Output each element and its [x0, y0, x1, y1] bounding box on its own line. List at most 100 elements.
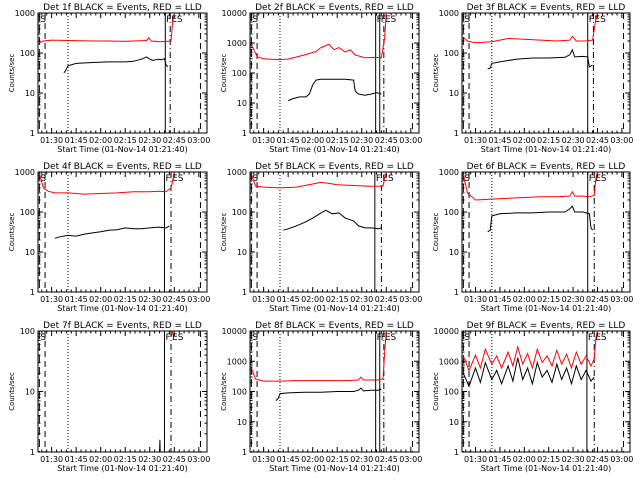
- x-tick-label: 02:00: [89, 455, 112, 464]
- x-tick-label: 02:45: [163, 455, 186, 464]
- series-line-lld: [462, 13, 598, 44]
- plot-frame: [461, 330, 631, 453]
- plot-frame: [37, 330, 208, 453]
- marker-label-f: F: [589, 15, 594, 25]
- y-tick-label: 10: [449, 248, 459, 257]
- x-axis-label: Start Time (01-Nov-14 01:21:40): [269, 145, 399, 154]
- y-axis-label: Counts/sec: [432, 213, 440, 252]
- x-tick-label: 01:45: [488, 295, 511, 304]
- panel-title: Det 2f BLACK = Events, RED = LLD: [255, 3, 414, 13]
- x-tick-label: 01:45: [277, 136, 300, 145]
- x-tick-label: 02:30: [562, 136, 585, 145]
- x-tick-label: 01:30: [464, 136, 487, 145]
- x-tick-label: 03:00: [187, 295, 210, 304]
- panel-det-4: Det 4f BLACK = Events, RED = LLD Counts/s…: [8, 162, 210, 313]
- panel-title: Det 3f BLACK = Events, RED = LLD: [467, 3, 626, 13]
- marker-label-es: ES: [382, 174, 394, 184]
- y-tick-label: 1000: [439, 168, 459, 177]
- x-tick-label: 02:00: [513, 295, 536, 304]
- x-tick-label: 02:30: [350, 136, 373, 145]
- y-tick-label: 10000: [222, 327, 247, 336]
- y-tick-label: 10000: [434, 327, 459, 336]
- x-tick-label: 02:30: [138, 295, 161, 304]
- marker-label-es: ES: [595, 333, 607, 343]
- marker-label-s: S: [464, 15, 470, 25]
- x-axis-label: Start Time (01-Nov-14 01:21:40): [57, 464, 187, 473]
- plot-frame: [249, 171, 420, 293]
- x-tick-label: 03:00: [187, 455, 210, 464]
- plot-frame: [461, 12, 631, 134]
- x-tick-label: 01:30: [464, 455, 487, 464]
- y-tick-label: 1000: [15, 9, 35, 18]
- x-tick-label: 01:45: [65, 295, 88, 304]
- x-axis-label: Start Time (01-Nov-14 01:21:40): [57, 145, 187, 154]
- series-line-events: [159, 439, 161, 452]
- series-line-events: [283, 209, 382, 231]
- marker-label-s: S: [252, 174, 258, 184]
- panel-det-1: Det 1f BLACK = Events, RED = LLD Counts/s…: [8, 3, 210, 154]
- x-tick-label: 01:30: [252, 136, 275, 145]
- series-line-lld: [250, 13, 387, 61]
- y-tick-label: 10: [237, 99, 247, 108]
- marker-label-es: ES: [172, 333, 184, 343]
- x-tick-label: 03:00: [399, 136, 422, 145]
- x-tick-label: 02:30: [350, 295, 373, 304]
- series-line-lld: [462, 331, 598, 372]
- marker-label-f: F: [381, 15, 386, 25]
- series-line-lld: [250, 172, 387, 189]
- x-tick-label: 02:00: [301, 136, 324, 145]
- y-tick-label: 1: [242, 129, 247, 138]
- y-tick-label: 1000: [227, 39, 247, 48]
- x-tick-label: 02:45: [586, 295, 609, 304]
- marker-label-f: F: [376, 174, 381, 184]
- x-tick-label: 02:30: [350, 455, 373, 464]
- panel-title: Det 5f BLACK = Events, RED = LLD: [255, 162, 414, 172]
- x-axis-label: Start Time (01-Nov-14 01:21:40): [269, 304, 399, 313]
- marker-label-es: ES: [595, 174, 607, 184]
- y-tick-label: 100: [20, 327, 35, 336]
- y-tick-label: 1000: [439, 9, 459, 18]
- x-axis-label: Start Time (01-Nov-14 01:21:40): [481, 464, 611, 473]
- y-tick-label: 1: [454, 129, 459, 138]
- x-tick-label: 01:30: [252, 295, 275, 304]
- panel-det-8: Det 8f BLACK = Events, RED = LLD Counts/s…: [220, 321, 422, 473]
- series-line-lld: [170, 331, 175, 338]
- y-axis-label: Counts/sec: [432, 372, 440, 411]
- x-tick-label: 02:15: [114, 455, 137, 464]
- y-tick-label: 1000: [227, 168, 247, 177]
- x-tick-label: 02:00: [89, 295, 112, 304]
- panel-title: Det 6f BLACK = Events, RED = LLD: [467, 162, 626, 172]
- y-tick-label: 100: [232, 208, 247, 217]
- marker-label-f: F: [589, 174, 594, 184]
- marker-label-es: ES: [385, 333, 397, 343]
- y-tick-label: 100: [20, 208, 35, 217]
- y-tick-label: 100: [444, 49, 459, 58]
- y-tick-label: 100: [20, 49, 35, 58]
- plot-frame: [37, 171, 208, 293]
- x-tick-label: 01:45: [65, 136, 88, 145]
- y-tick-label: 10: [237, 248, 247, 257]
- panel-det-7: Det 7f BLACK = Events, RED = LLD Counts/s…: [8, 321, 210, 473]
- panel-det-9: Det 9f BLACK = Events, RED = LLD Counts/s…: [432, 321, 633, 473]
- y-axis-label: Counts/sec: [432, 54, 440, 93]
- y-tick-label: 10: [237, 418, 247, 427]
- y-tick-label: 1: [30, 129, 35, 138]
- marker-label-s: S: [252, 333, 258, 343]
- y-tick-label: 1000: [227, 357, 247, 366]
- panel-title: Det 4f BLACK = Events, RED = LLD: [43, 162, 202, 172]
- marker-label-es: ES: [172, 174, 184, 184]
- marker-label-f: F: [381, 333, 386, 343]
- y-tick-label: 1: [454, 288, 459, 297]
- marker-label-s: S: [40, 15, 46, 25]
- x-tick-label: 02:15: [537, 136, 560, 145]
- x-axis-label: Start Time (01-Nov-14 01:21:40): [57, 304, 187, 313]
- x-tick-label: 01:45: [65, 455, 88, 464]
- series-line-events: [54, 225, 170, 239]
- x-tick-label: 02:15: [326, 455, 349, 464]
- series-line-lld: [462, 172, 598, 201]
- y-tick-label: 100: [444, 208, 459, 217]
- panel-title: Det 7f BLACK = Events, RED = LLD: [43, 321, 202, 331]
- x-tick-label: 02:30: [562, 455, 585, 464]
- y-tick-label: 10000: [222, 9, 247, 18]
- marker-label-f: F: [165, 174, 170, 184]
